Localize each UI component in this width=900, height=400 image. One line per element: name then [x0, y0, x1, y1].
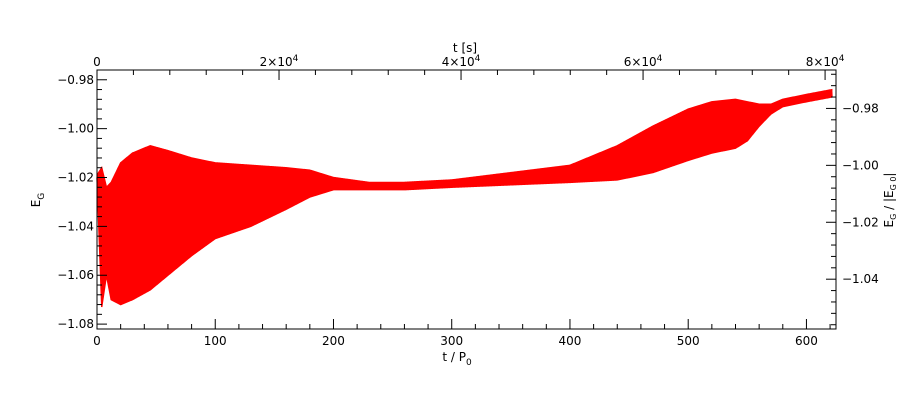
- x2-tick-label: 8×104: [806, 54, 845, 69]
- y-tick-label: −1.06: [57, 268, 94, 282]
- x2-axis-label: t [s]: [453, 41, 477, 55]
- x-tick-label: 500: [677, 334, 700, 348]
- x-axis-label: t / P0: [442, 350, 472, 368]
- y-tick-label: −1.04: [57, 219, 94, 233]
- x-tick-label: 600: [795, 334, 818, 348]
- x2-tick-label: 2×104: [260, 54, 299, 69]
- axes-layer: 0 100 200 300 400 500 600 0 2×104 4×104 6×104 8×104…: [57, 54, 879, 348]
- series-line: [96, 89, 833, 307]
- x2-tick-label: 4×104: [442, 54, 481, 69]
- x2-tick-label: 0: [93, 55, 101, 69]
- y-tick-label: −1.02: [57, 171, 94, 185]
- y-tick-label: −0.98: [57, 73, 94, 87]
- x-tick-label: 100: [204, 334, 227, 348]
- y2-axis-label: EG / |EG 0|: [882, 173, 898, 228]
- y2-tick-label: −0.98: [842, 101, 879, 115]
- y2-tick-label: −1.00: [842, 158, 879, 172]
- x-tick-label: 300: [440, 334, 463, 348]
- y2-tick-label: −1.04: [842, 272, 879, 286]
- x-tick-label: 400: [559, 334, 582, 348]
- series-upper-edge: [96, 88, 833, 189]
- series-lower-edge: [96, 96, 833, 308]
- data-layer: [96, 88, 833, 308]
- y-tick-label: −1.08: [57, 317, 94, 331]
- y-tick-label: −1.00: [57, 122, 94, 136]
- x-tick-label: 0: [93, 334, 101, 348]
- x-tick-label: 200: [322, 334, 345, 348]
- y-axis-label: EG: [29, 193, 47, 208]
- y2-tick-label: −1.02: [842, 215, 879, 229]
- labels-layer: t / P0 t [s] EG EG / |EG 0|: [29, 41, 898, 368]
- x2-tick-label: 6×104: [624, 54, 663, 69]
